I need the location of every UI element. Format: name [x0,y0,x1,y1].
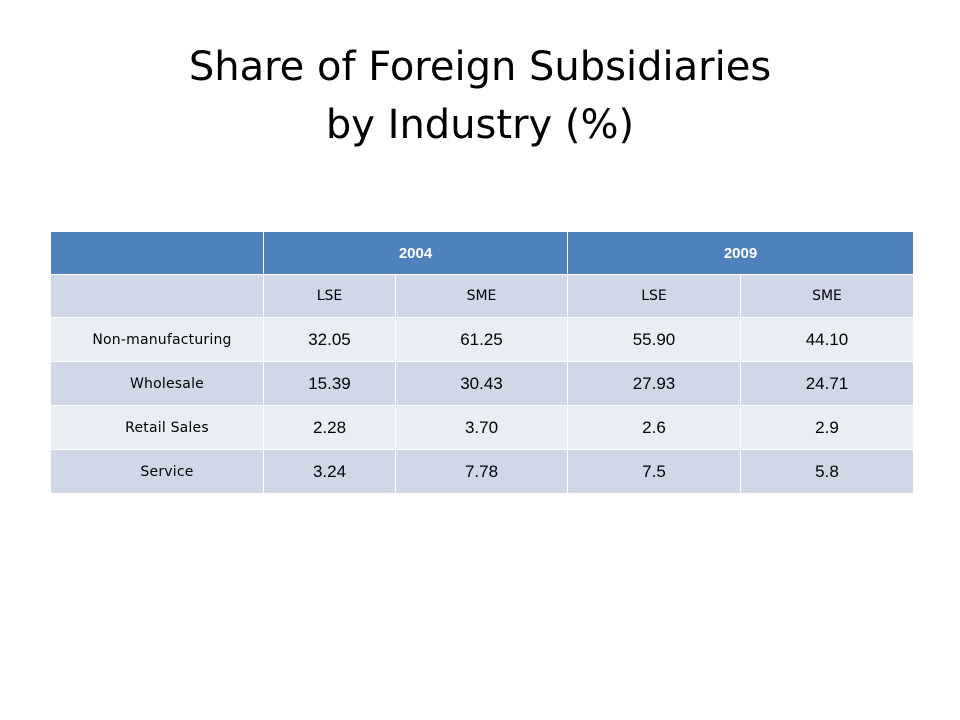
title-line-1: Share of Foreign Subsidiaries [188,44,772,90]
subheader-sme-2009: SME [740,274,914,318]
table-row: Non-manufacturing 32.05 61.25 55.90 44.1… [50,317,914,362]
subheader-corner-cell [50,274,264,318]
table-cell: 15.39 [263,361,396,406]
table-cell: 7.5 [567,449,741,494]
table-cell: 61.25 [395,317,568,362]
table-cell: 24.71 [740,361,914,406]
table-cell: 27.93 [567,361,741,406]
table-cell: 30.43 [395,361,568,406]
table-cell: 44.10 [740,317,914,362]
table-header-years: 2004 2009 [50,231,914,275]
row-label-wholesale: Wholesale [50,361,264,406]
table-cell: 2.6 [567,405,741,450]
table-cell: 5.8 [740,449,914,494]
year-header-2009: 2009 [567,231,914,275]
subheader-lse-2004: LSE [263,274,396,318]
row-label-non-manufacturing: Non-manufacturing [50,317,264,362]
row-label-retail-sales: Retail Sales [50,405,264,450]
subheader-lse-2009: LSE [567,274,741,318]
table-cell: 7.78 [395,449,568,494]
table-row: Wholesale 15.39 30.43 27.93 24.71 [50,361,914,406]
title-line-2: by Industry (%) [325,102,635,148]
subheader-sme-2004: SME [395,274,568,318]
table-row: Service 3.24 7.78 7.5 5.8 [50,449,914,494]
year-header-2004: 2004 [263,231,568,275]
table-header-subgroups: LSE SME LSE SME [50,274,914,318]
table-cell: 3.70 [395,405,568,450]
table-cell: 2.28 [263,405,396,450]
row-label-service: Service [50,449,264,494]
header-corner-cell [50,231,264,275]
table-row: Retail Sales 2.28 3.70 2.6 2.9 [50,405,914,450]
industry-share-table: 2004 2009 LSE SME LSE SME Non-manufactur… [50,231,914,494]
table-cell: 55.90 [567,317,741,362]
table-cell: 2.9 [740,405,914,450]
table-cell: 3.24 [263,449,396,494]
table-cell: 32.05 [263,317,396,362]
slide-title: Share of Foreign Subsidiaries by Industr… [80,38,880,154]
